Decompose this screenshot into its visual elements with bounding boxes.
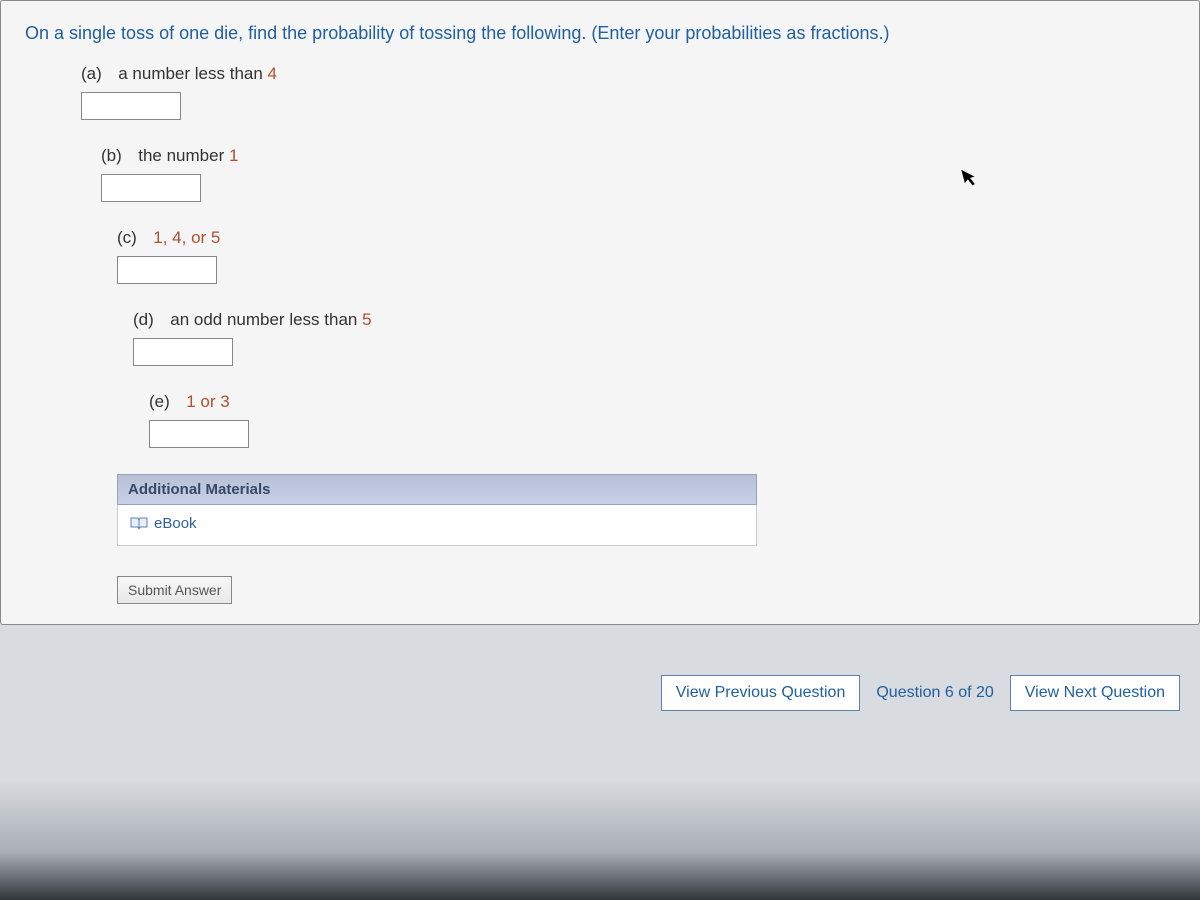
part-b-highlight: 1 bbox=[229, 146, 238, 165]
question-card: On a single toss of one die, find the pr… bbox=[0, 0, 1200, 625]
question-nav: View Previous Question Question 6 of 20 … bbox=[0, 675, 1200, 711]
additional-materials-body: eBook bbox=[117, 505, 757, 547]
additional-materials: Additional Materials eBook bbox=[117, 474, 1175, 547]
part-e-label: (e) bbox=[149, 392, 170, 411]
part-a-highlight: 4 bbox=[268, 64, 277, 83]
part-a: (a) a number less than 4 bbox=[81, 64, 1175, 120]
question-position: Question 6 of 20 bbox=[872, 684, 997, 702]
screen-glare bbox=[0, 780, 1200, 900]
answer-input-b[interactable] bbox=[101, 174, 201, 202]
part-b-label: (b) bbox=[101, 146, 122, 165]
additional-materials-header: Additional Materials bbox=[117, 474, 757, 505]
part-c: (c) 1, 4, or 5 bbox=[117, 228, 1175, 284]
answer-input-a[interactable] bbox=[81, 92, 181, 120]
part-e-text: 1 or 3 bbox=[186, 392, 229, 411]
part-c-label: (c) bbox=[117, 228, 137, 247]
part-d-label: (d) bbox=[133, 310, 154, 329]
question-prompt: On a single toss of one die, find the pr… bbox=[25, 19, 1175, 48]
part-c-highlight: 1, 4, or 5 bbox=[153, 228, 220, 247]
view-next-button[interactable]: View Next Question bbox=[1010, 675, 1180, 711]
part-d-text: an odd number less than 5 bbox=[170, 310, 371, 329]
part-c-text: 1, 4, or 5 bbox=[153, 228, 220, 247]
ebook-link[interactable]: eBook bbox=[130, 515, 197, 532]
book-icon bbox=[130, 516, 148, 530]
part-e-highlight: 1 or 3 bbox=[186, 392, 229, 411]
part-d: (d) an odd number less than 5 bbox=[133, 310, 1175, 366]
view-previous-button[interactable]: View Previous Question bbox=[661, 675, 861, 711]
part-b-text: the number 1 bbox=[138, 146, 238, 165]
submit-row: Submit Answer bbox=[117, 576, 1175, 604]
part-b: (b) the number 1 bbox=[101, 146, 1175, 202]
ebook-label: eBook bbox=[154, 515, 197, 532]
submit-answer-button[interactable]: Submit Answer bbox=[117, 576, 232, 604]
part-d-highlight: 5 bbox=[362, 310, 371, 329]
answer-input-d[interactable] bbox=[133, 338, 233, 366]
answer-input-e[interactable] bbox=[149, 420, 249, 448]
part-e: (e) 1 or 3 bbox=[149, 392, 1175, 448]
part-a-text: a number less than 4 bbox=[118, 64, 277, 83]
part-a-label: (a) bbox=[81, 64, 102, 83]
answer-input-c[interactable] bbox=[117, 256, 217, 284]
